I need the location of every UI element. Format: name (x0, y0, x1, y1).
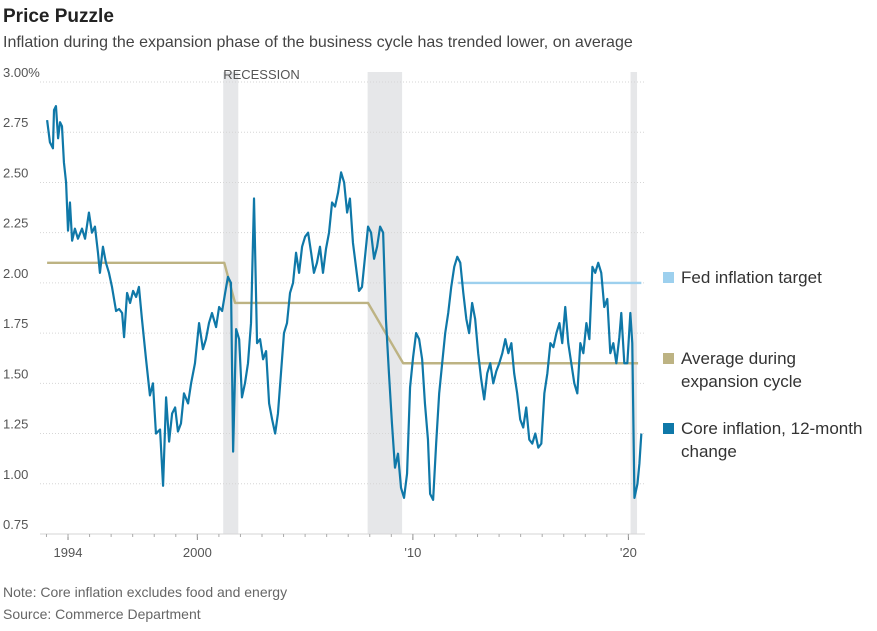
legend-label: Fed inflation target (681, 268, 822, 287)
series-line (46, 105, 643, 501)
y-tick-label: 1.25 (3, 417, 28, 432)
x-tick-label: '10 (404, 545, 421, 560)
chart-title: Price Puzzle (3, 6, 114, 27)
legend-item: Core inflation, 12-month change (663, 417, 873, 463)
legend-swatch (663, 272, 674, 283)
legend-label: Core inflation, 12-month change (681, 419, 863, 461)
y-tick-label: 2.00 (3, 266, 28, 281)
note: Note: Core inflation excludes food and e… (3, 584, 287, 600)
legend-label: Average during expansion cycle (681, 349, 802, 391)
chart-subtitle: Inflation during the expansion phase of … (3, 34, 633, 51)
recession-band (630, 72, 638, 534)
y-tick-label: 2.75 (3, 115, 28, 130)
recession-label: RECESSION (223, 67, 300, 82)
legend-swatch (663, 423, 674, 434)
y-tick-label: 3.00% (3, 65, 40, 80)
y-tick-label: 1.75 (3, 316, 28, 331)
x-tick-label: 2000 (183, 545, 212, 560)
x-tick-label: 1994 (54, 545, 83, 560)
y-tick-label: 0.75 (3, 517, 28, 532)
y-tick-label: 1.00 (3, 467, 28, 482)
legend-item: Fed inflation target (663, 266, 873, 289)
legend-item: Average during expansion cycle (663, 347, 813, 393)
y-tick-label: 2.50 (3, 165, 28, 180)
y-tick-label: 2.25 (3, 216, 28, 231)
y-tick-label: 1.50 (3, 366, 28, 381)
legend-swatch (663, 353, 674, 364)
source: Source: Commerce Department (3, 606, 201, 622)
x-tick-label: '20 (620, 545, 637, 560)
